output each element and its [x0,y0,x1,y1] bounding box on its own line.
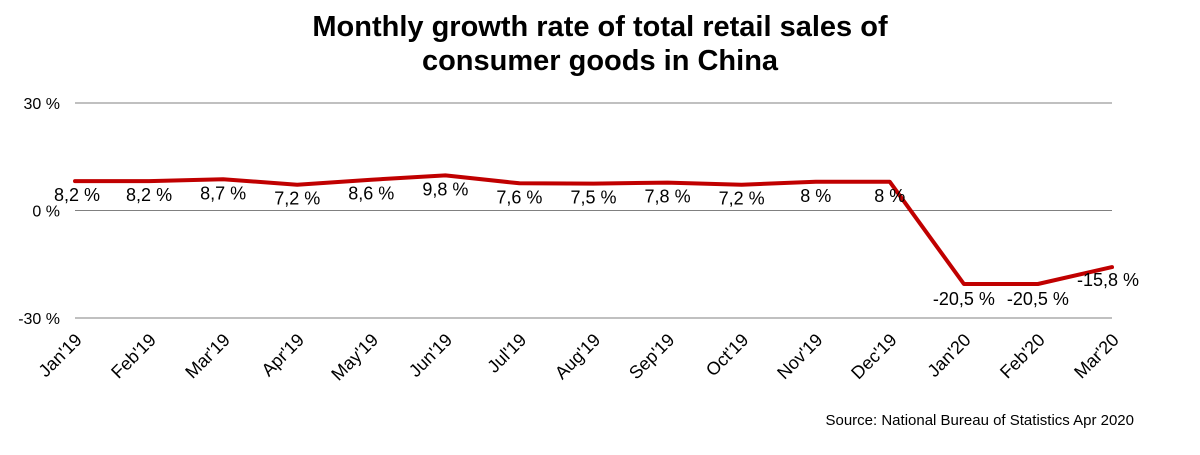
chart-title-line-1: Monthly growth rate of total retail sale… [312,11,888,43]
chart-title: Monthly growth rate of total retail sale… [0,10,1200,78]
y-axis-tick-labels: 30 % 0 % -30 % [18,96,60,328]
x-axis-tick-labels: Jan'19 Feb'19 Mar'19 Apr'19 May'19 Jun'19 Jul'… [35,330,1123,385]
gridlines [75,102,1112,319]
x-tick-label: Jul'19 [483,330,530,377]
series-line-layer [73,173,1114,286]
data-label: 7,5 % [570,188,616,208]
data-label: 8 % [874,186,905,206]
y-tick-label: -30 % [18,311,60,328]
x-tick-label: Dec'19 [847,330,900,383]
data-label: 8,6 % [348,184,394,204]
data-label: 8,2 % [126,185,172,205]
x-tick-label: Jan'19 [35,330,86,381]
data-label: -20,5 % [1007,289,1069,309]
data-label: 8,2 % [54,185,100,205]
x-tick-label: Feb'19 [107,330,160,383]
x-tick-label: Mar'19 [181,330,234,383]
data-label: 9,8 % [422,179,468,199]
data-label: 7,6 % [496,187,542,207]
y-tick-label: 30 % [24,96,60,113]
series-line [73,173,1114,286]
data-label: -15,8 % [1077,270,1139,290]
data-label: -20,5 % [933,289,995,309]
x-tick-label: Jun'19 [405,330,456,381]
x-tick-label: May'19 [327,330,382,385]
x-tick-label: Mar'20 [1070,330,1123,383]
x-tick-label: Nov'19 [773,330,826,383]
chart-title-line-2: consumer goods in China [421,45,779,77]
x-tick-label: Apr'19 [258,330,309,381]
x-tick-label: Feb'20 [996,330,1049,383]
chart-source-note: Source: National Bureau of Statistics Ap… [825,412,1134,429]
data-labels: 8,2 % 8,2 % 8,7 % 7,2 % 8,6 % 9,8 % 7,6 % 7,5 %… [54,179,1139,309]
data-label: 8,7 % [200,183,246,203]
data-label: 7,2 % [274,189,320,209]
x-tick-label: Sep'19 [625,330,678,383]
x-tick-label: Jan'20 [923,330,974,381]
data-label: 8 % [800,186,831,206]
x-tick-label: Aug'19 [551,330,604,383]
x-tick-label: Oct'19 [702,330,753,381]
y-tick-label: 0 % [32,204,60,221]
data-label: 7,8 % [645,187,691,207]
data-label: 7,2 % [719,189,765,209]
